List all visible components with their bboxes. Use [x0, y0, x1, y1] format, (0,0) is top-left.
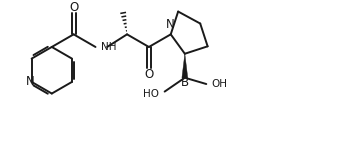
Text: O: O [144, 68, 153, 81]
Text: N: N [26, 75, 35, 88]
Text: B: B [181, 76, 189, 89]
Text: N: N [166, 18, 175, 31]
Text: OH: OH [211, 79, 227, 89]
Text: HO: HO [143, 89, 159, 100]
Text: NH: NH [101, 42, 117, 52]
Text: O: O [69, 1, 78, 14]
Polygon shape [182, 54, 188, 78]
